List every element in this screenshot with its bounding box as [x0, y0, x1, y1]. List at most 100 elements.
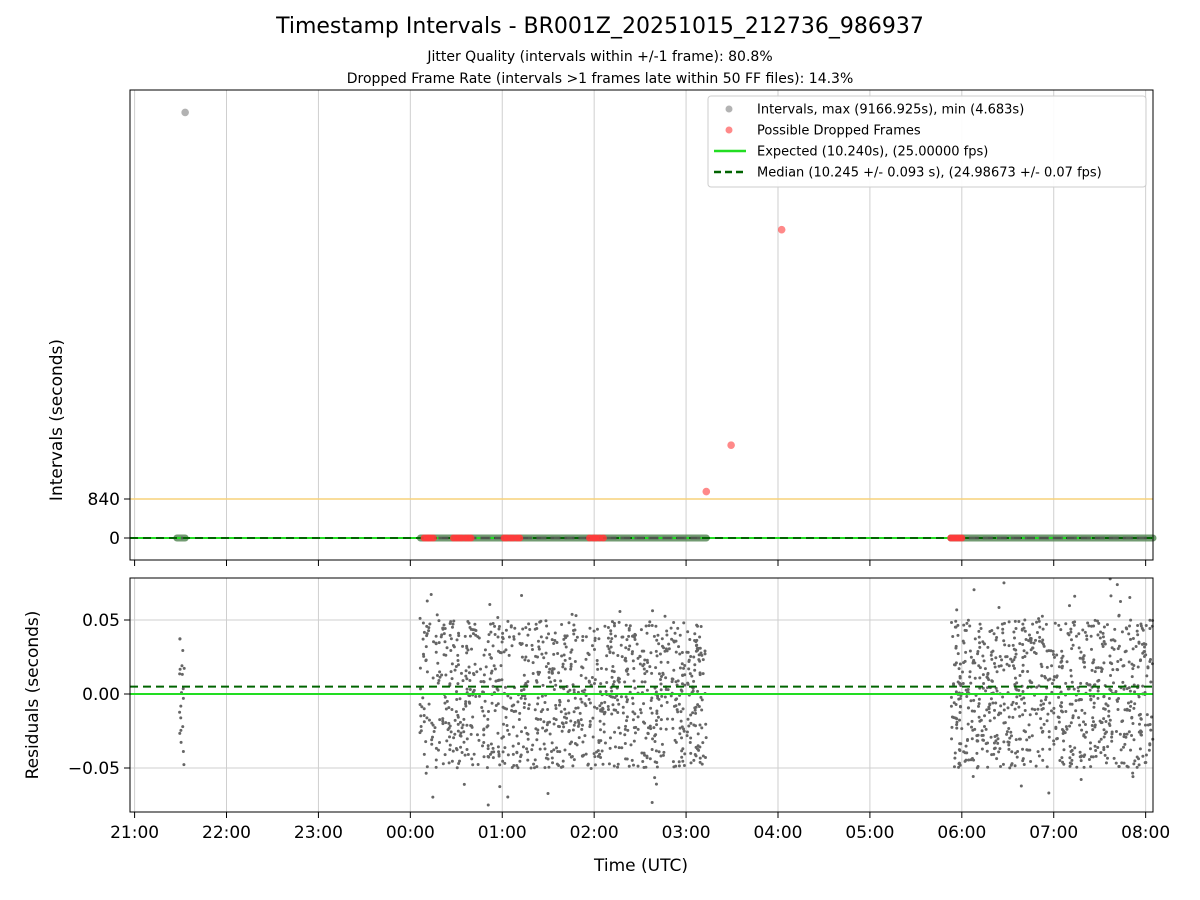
residual-point: [949, 704, 953, 708]
residual-point: [667, 642, 671, 646]
residual-point: [1132, 706, 1136, 710]
residual-point: [955, 726, 959, 730]
residual-point: [1068, 744, 1072, 748]
residual-point: [591, 716, 595, 720]
residual-point: [703, 649, 707, 653]
residual-point: [663, 695, 667, 699]
residual-point: [1039, 703, 1043, 707]
residual-point: [544, 665, 548, 669]
residual-point: [1100, 670, 1104, 674]
residual-point: [1110, 735, 1114, 739]
residual-point: [640, 649, 644, 653]
residual-point: [1021, 643, 1025, 647]
residual-point: [500, 678, 504, 682]
residual-point: [992, 662, 996, 666]
residual-point: [1017, 688, 1021, 692]
residual-point: [623, 727, 627, 731]
residual-point: [1070, 758, 1074, 762]
legend: Intervals, max (9166.925s), min (4.683s)…: [707, 95, 1147, 188]
residual-point: [645, 754, 649, 758]
x-tick-label: 03:00: [662, 823, 711, 843]
y-tick-label: 0.00: [82, 685, 120, 705]
residual-point: [539, 635, 543, 639]
residual-point: [1124, 649, 1128, 653]
residual-point: [444, 721, 448, 725]
residual-point: [535, 765, 539, 769]
residual-point: [957, 765, 961, 769]
residual-point: [1007, 740, 1011, 744]
residual-point: [470, 647, 474, 651]
residual-point: [617, 746, 621, 750]
residual-point: [967, 758, 971, 762]
residual-point: [697, 646, 701, 650]
residual-point: [966, 706, 970, 710]
residual-point: [467, 671, 471, 675]
residual-point: [496, 688, 500, 692]
residual-point: [618, 609, 622, 613]
residual-point: [977, 697, 981, 701]
residual-point: [603, 624, 607, 628]
residual-point: [563, 634, 567, 638]
residual-point: [642, 751, 646, 755]
residual-point: [554, 706, 558, 710]
residual-point: [661, 672, 665, 676]
residual-point: [563, 707, 567, 711]
residual-point: [595, 627, 599, 631]
residual-point: [954, 619, 958, 623]
residual-point: [427, 629, 431, 633]
residual-point: [461, 679, 465, 683]
residual-point: [500, 640, 504, 644]
residual-point: [1079, 681, 1083, 685]
residual-point: [652, 634, 656, 638]
residual-point: [986, 671, 990, 675]
residual-point: [968, 675, 972, 679]
residual-point: [1107, 722, 1111, 726]
residual-point: [512, 703, 516, 707]
residual-point: [682, 666, 686, 670]
residual-point: [434, 642, 438, 646]
residual-point: [616, 710, 620, 714]
residual-point: [993, 708, 997, 712]
residual-point: [642, 662, 646, 666]
residual-point: [638, 654, 642, 658]
residual-point: [1079, 650, 1083, 654]
residual-point: [543, 700, 547, 704]
residual-point: [958, 763, 962, 767]
residual-point: [630, 758, 634, 762]
residual-point: [1002, 668, 1006, 672]
residual-point: [578, 711, 582, 715]
residual-point: [422, 654, 426, 658]
residual-point: [425, 624, 429, 628]
residual-point: [550, 756, 554, 760]
residual-point: [1070, 702, 1074, 706]
residual-point: [608, 736, 612, 740]
residual-point: [1061, 760, 1065, 764]
residual-point: [1102, 748, 1106, 752]
residual-point: [1041, 627, 1045, 631]
residual-point: [636, 727, 640, 731]
residual-point: [1102, 728, 1106, 732]
residual-point: [1001, 762, 1005, 766]
residual-point: [990, 753, 994, 757]
residual-point: [516, 766, 520, 770]
residual-point: [500, 736, 504, 740]
residual-point: [1071, 643, 1075, 647]
residual-point: [501, 750, 505, 754]
residual-point: [612, 670, 616, 674]
residual-point: [537, 645, 541, 649]
residual-point: [465, 737, 469, 741]
residual-point: [666, 660, 670, 664]
residual-point: [1021, 690, 1025, 694]
residual-point: [1140, 626, 1144, 630]
residual-point: [698, 723, 702, 727]
residual-point: [611, 703, 615, 707]
residual-point: [677, 702, 681, 706]
residual-point: [474, 695, 478, 699]
residual-point: [646, 661, 650, 665]
legend-entry: Expected (10.240s), (25.00000 fps): [757, 145, 988, 160]
residual-point: [181, 687, 185, 691]
residual-point: [583, 734, 587, 738]
residual-point: [680, 755, 684, 759]
residual-point: [630, 650, 634, 654]
residual-point: [1024, 637, 1028, 641]
